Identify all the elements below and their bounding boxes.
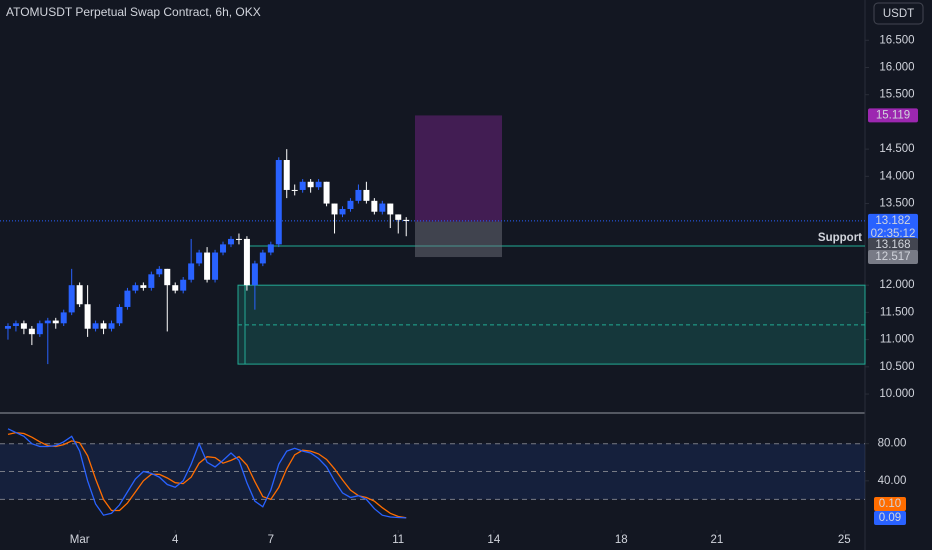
candle-body [403, 219, 410, 221]
candle-body [60, 312, 67, 324]
target-price-label-box [868, 108, 918, 123]
candle-body [52, 320, 59, 324]
y-tick-label: 15.500 [879, 89, 914, 101]
candle-body [251, 263, 258, 286]
x-tick-label: 4 [172, 534, 179, 546]
x-tick-label: Mar [70, 534, 90, 546]
candle-body [355, 189, 362, 201]
candle-body [12, 323, 19, 327]
candle-body [275, 160, 282, 245]
value-label-box [874, 511, 906, 525]
candle-body [76, 285, 83, 305]
candle-body [116, 306, 123, 324]
y-tick-label: 80.00 [878, 438, 907, 450]
stop-price-label-box [868, 250, 918, 265]
chart-title: ATOMUSDT Perpetual Swap Contract, 6h, OK… [6, 5, 261, 19]
candle-body [28, 328, 35, 335]
candle-body [371, 200, 378, 212]
candle-body [299, 181, 306, 190]
currency[interactable]: USDT [883, 8, 914, 20]
value-label: 0.09 [879, 512, 901, 524]
stop-box [415, 221, 502, 258]
candle-body [339, 208, 346, 215]
y-tick-label: 16.000 [879, 62, 914, 74]
candle-body [108, 323, 115, 329]
y-tick-label: 13.500 [879, 198, 914, 210]
last-price-label: 13.182 [875, 215, 910, 227]
candle-body [20, 323, 27, 329]
target-box [415, 115, 502, 222]
candle-body [379, 203, 386, 212]
x-tick-label: 25 [838, 534, 851, 546]
candle-body [204, 252, 211, 280]
value-label: 0.10 [879, 498, 901, 510]
candle-body [180, 279, 187, 291]
y-tick-label: 16.500 [879, 34, 914, 46]
candle-body [395, 214, 402, 220]
x-tick-label: 7 [268, 534, 274, 546]
candle-body [363, 189, 370, 201]
y-tick-label: 14.500 [879, 143, 914, 155]
candle-body [188, 263, 195, 280]
indicator-line [7, 428, 407, 519]
candle-body [387, 203, 394, 215]
candle-body [36, 323, 43, 335]
target-price-label: 15.119 [876, 109, 910, 121]
y-tick-label: 11.500 [880, 306, 914, 318]
candle-body [267, 244, 274, 253]
candle-body [132, 285, 139, 291]
candle-body [227, 238, 234, 245]
candle-body [140, 285, 147, 288]
candle-body [347, 200, 354, 209]
y-tick-label: 11.000 [880, 334, 914, 346]
candle-body [4, 326, 11, 329]
candle-body [235, 238, 242, 240]
candle-body [164, 268, 171, 286]
y-tick-label: 12.000 [879, 279, 914, 291]
candle-body [259, 252, 266, 264]
candle-body [323, 181, 330, 204]
candle-body [68, 285, 75, 313]
candle-body [220, 244, 227, 253]
x-tick-label: 18 [615, 534, 628, 546]
candle-body [172, 285, 179, 291]
value-label-box [874, 497, 906, 511]
candle-body [331, 203, 338, 215]
candle-body [156, 268, 163, 275]
y-tick-label: 10.000 [879, 388, 914, 400]
candle-body [196, 252, 203, 264]
candle-body [243, 238, 250, 286]
candle-body [92, 323, 99, 329]
x-tick-label: 11 [392, 534, 404, 546]
entry-price-label: 13.168 [875, 239, 910, 251]
stop-price-label: 12.517 [875, 251, 910, 263]
entry-price-label-box [868, 237, 918, 252]
candle-body [315, 181, 322, 188]
x-tick-label: 21 [710, 534, 723, 546]
candle-body [148, 274, 155, 288]
candle-body [307, 181, 314, 188]
candle-body [283, 160, 290, 190]
candle-body [100, 323, 107, 329]
candle-body [212, 252, 219, 280]
countdown-label: 02:35:12 [871, 228, 916, 240]
support-label: Support [818, 232, 862, 244]
x-tick-label: 14 [487, 534, 500, 546]
last-price-box [868, 213, 918, 241]
y-tick-label: 40.00 [878, 475, 907, 487]
candle-body [291, 189, 298, 191]
candle-body [44, 320, 51, 324]
y-tick-label: 14.000 [879, 170, 914, 182]
y-tick-label: 10.500 [879, 361, 914, 373]
candle-body [84, 304, 91, 329]
candle-body [124, 290, 131, 307]
currency-button[interactable] [873, 2, 924, 25]
